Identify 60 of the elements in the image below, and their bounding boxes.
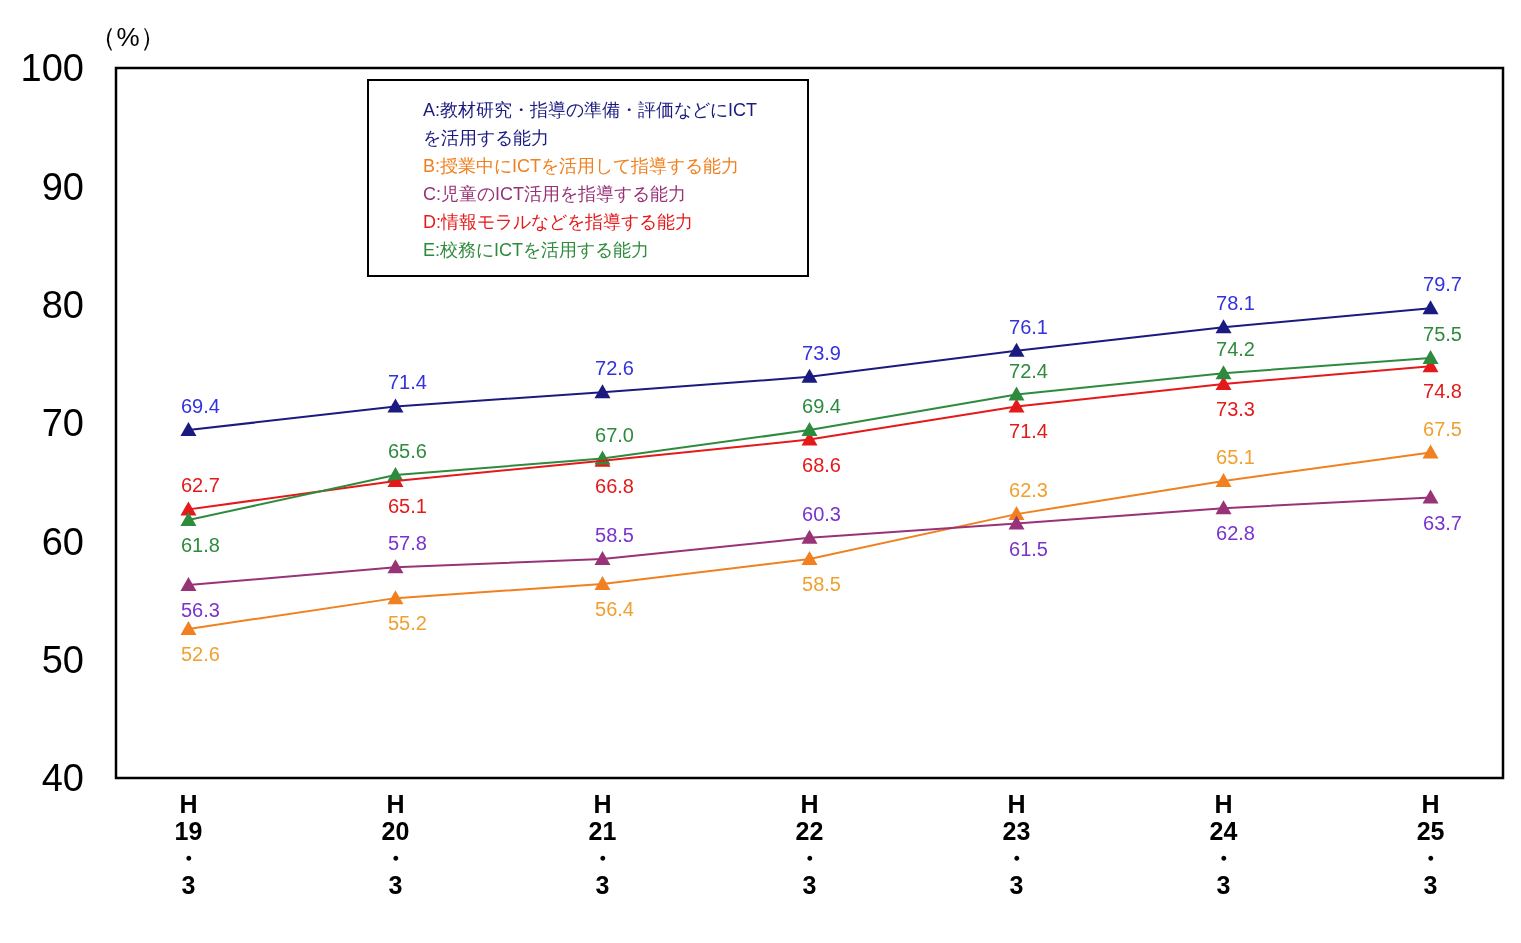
- text: E:校務にICTを活用する能力: [423, 240, 650, 261]
- data-label: 71.4: [388, 371, 427, 394]
- data-label: 62.3: [1009, 479, 1048, 502]
- data-label: 71.4: [1009, 420, 1048, 443]
- data-label: 58.5: [802, 573, 841, 596]
- point: [1422, 349, 1439, 364]
- data-label: 60.3: [802, 502, 841, 525]
- x-tick-label: H 19 ・ 3: [174, 790, 203, 899]
- text: B:授業中にICTを活用して指導する能力: [423, 156, 740, 177]
- data-label: 73.9: [802, 341, 841, 364]
- x-tick-label: H 24 ・ 3: [1209, 790, 1238, 899]
- y-tick-label: 60: [41, 520, 84, 563]
- x-tick-label: H 25 ・ 3: [1416, 790, 1445, 899]
- data-label: 74.8: [1423, 380, 1463, 403]
- text: C:児童のICT活用を指導する能力: [423, 184, 686, 205]
- data-label: 78.1: [1216, 292, 1255, 315]
- y-tick-label: 40: [41, 757, 84, 800]
- data-label: 69.4: [180, 395, 220, 418]
- data-label: 68.6: [802, 453, 841, 476]
- data-label: 74.2: [1216, 338, 1255, 361]
- y-tick-label: 50: [41, 638, 84, 681]
- data-label: 67.0: [595, 423, 634, 446]
- data-label: 67.5: [1423, 417, 1463, 440]
- data-label: 61.8: [180, 534, 220, 557]
- text: A:教材研究・指導の準備・評価などにICTを活用する能力: [423, 100, 758, 149]
- data-label: 63.7: [1423, 511, 1463, 534]
- y-tick-label: 90: [41, 165, 84, 208]
- data-label: 56.3: [180, 599, 220, 622]
- x-tick-label: H 23 ・ 3: [1002, 790, 1031, 899]
- x-tick-label: H 20 ・ 3: [381, 790, 410, 899]
- data-label: 57.8: [388, 532, 427, 555]
- text: D:情報モラルなどを指導する能力: [423, 212, 693, 233]
- data-label: 58.5: [595, 524, 634, 547]
- data-label: 65.1: [388, 494, 427, 517]
- y-axis-title: （%）: [90, 22, 166, 52]
- data-label: 56.4: [595, 597, 634, 620]
- x-tick-label: H 22 ・ 3: [795, 790, 824, 899]
- point: [180, 512, 197, 527]
- data-label: 75.5: [1423, 322, 1463, 345]
- data-label: 76.1: [1009, 315, 1048, 338]
- y-tick-label: 80: [41, 283, 84, 326]
- data-label: 61.5: [1009, 537, 1048, 560]
- data-label: 66.8: [595, 474, 634, 497]
- data-label: 55.2: [388, 612, 427, 635]
- point: [1422, 444, 1439, 459]
- data-label: 65.1: [1216, 445, 1255, 468]
- data-label: 65.6: [388, 440, 427, 463]
- data-label: 52.6: [180, 642, 220, 665]
- y-tick-label: 70: [41, 402, 84, 445]
- y-tick-label: 100: [20, 47, 84, 90]
- data-label: 79.7: [1423, 273, 1463, 296]
- data-label: 62.7: [180, 474, 220, 497]
- data-label: 72.4: [1009, 359, 1048, 382]
- data-label: 62.8: [1216, 522, 1255, 545]
- x-tick-label: H 21 ・ 3: [588, 790, 617, 899]
- data-label: 73.3: [1216, 397, 1255, 420]
- data-label: 72.6: [595, 357, 634, 380]
- point: [180, 620, 197, 635]
- point: [1422, 489, 1439, 504]
- data-label: 69.4: [802, 395, 841, 418]
